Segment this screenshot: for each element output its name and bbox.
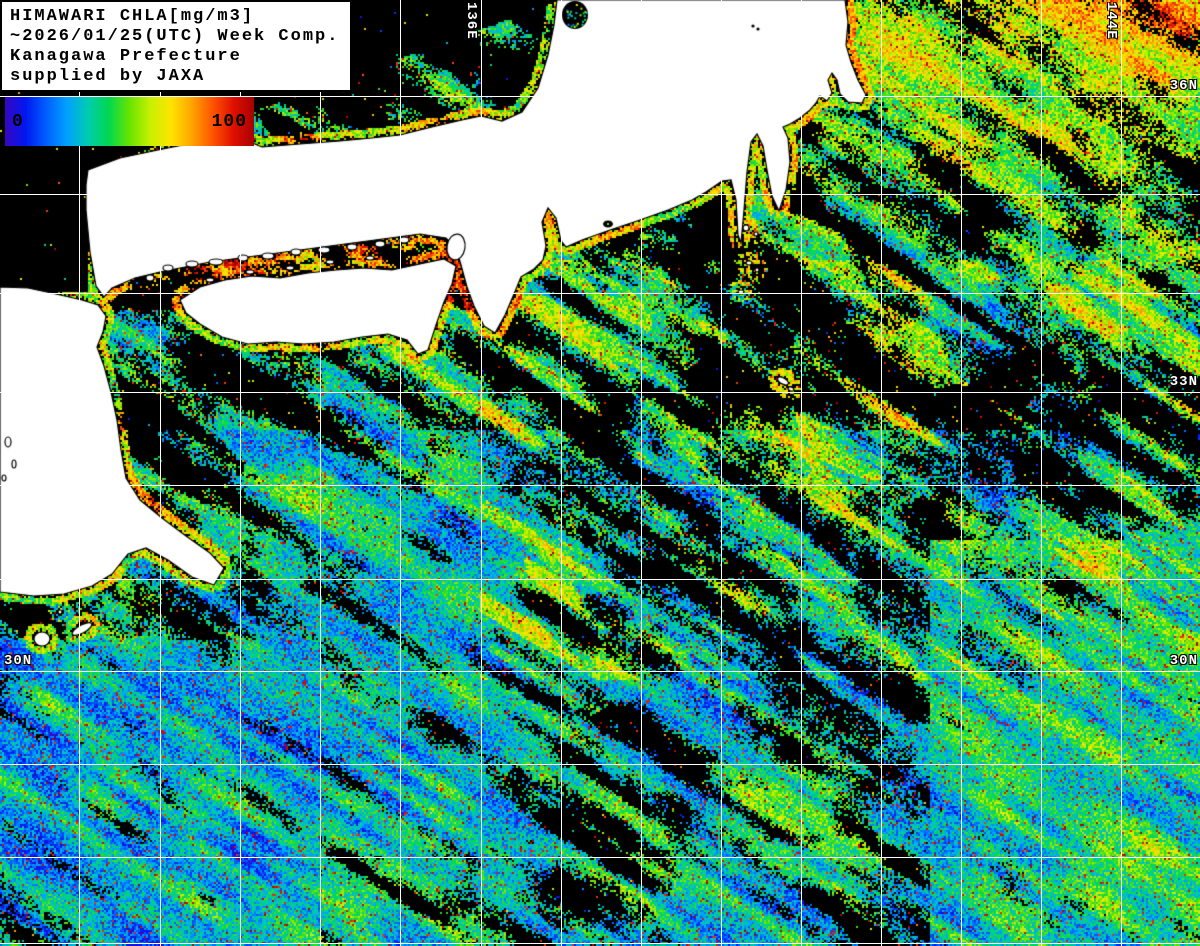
gridline-meridian bbox=[240, 0, 241, 946]
gridline-meridian bbox=[1121, 0, 1122, 946]
gridline-meridian bbox=[79, 0, 80, 946]
gridline-meridian bbox=[481, 0, 482, 946]
colorbar-min-label: 0 bbox=[12, 111, 24, 132]
map-credit-line: supplied by JAXA bbox=[10, 67, 206, 86]
gridline-meridian bbox=[561, 0, 562, 946]
gridline-parallel bbox=[0, 293, 1200, 294]
gridline-parallel bbox=[0, 194, 1200, 195]
gridline-meridian bbox=[961, 0, 962, 946]
gridline-meridian bbox=[1041, 0, 1042, 946]
parallel-label-30n-right: 30N bbox=[1169, 653, 1198, 669]
gridline-parallel bbox=[0, 96, 1200, 97]
gridline-meridian bbox=[881, 0, 882, 946]
gridline-parallel bbox=[0, 579, 1200, 580]
colorbar-max-label: 100 bbox=[211, 111, 247, 132]
gridline-meridian bbox=[320, 0, 321, 946]
gridline-parallel bbox=[0, 764, 1200, 765]
colorbar: 0 100 bbox=[5, 97, 254, 146]
gridline-meridian bbox=[641, 0, 642, 946]
gridline-parallel bbox=[0, 857, 1200, 858]
map-date-line: ~2026/01/25(UTC) Week Comp. bbox=[10, 27, 340, 46]
parallel-label-33n-right: 33N bbox=[1169, 374, 1198, 390]
map-title: HIMAWARI CHLA[mg/m3] bbox=[10, 7, 255, 26]
gridline-meridian bbox=[801, 0, 802, 946]
gridline-meridian bbox=[400, 0, 401, 946]
parallel-label-30n-left: 30N bbox=[4, 653, 33, 669]
meridian-label-136e: 136E bbox=[463, 2, 479, 40]
gridline-parallel bbox=[0, 392, 1200, 393]
gridline-parallel bbox=[0, 943, 1200, 944]
parallel-label-36n-right: 36N bbox=[1169, 78, 1198, 94]
title-box: HIMAWARI CHLA[mg/m3] ~2026/01/25(UTC) We… bbox=[0, 0, 352, 92]
gridline-meridian bbox=[721, 0, 722, 946]
gridline-parallel bbox=[0, 671, 1200, 672]
gridline-parallel bbox=[0, 485, 1200, 486]
meridian-label-144e: 144E bbox=[1103, 2, 1119, 40]
gridline-meridian bbox=[160, 0, 161, 946]
map-region-line: Kanagawa Prefecture bbox=[10, 47, 242, 66]
